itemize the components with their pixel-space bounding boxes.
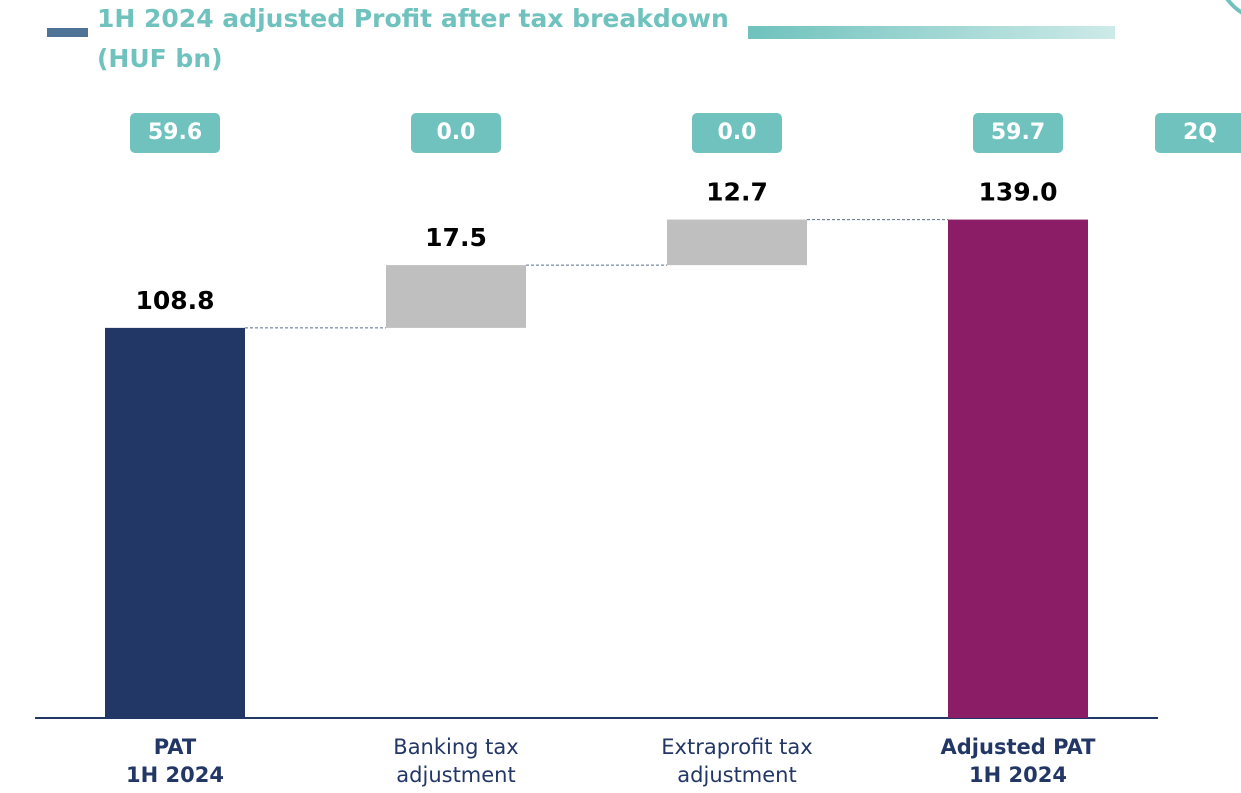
badge-label: 0.0: [718, 120, 757, 145]
badge: [692, 113, 782, 153]
corner-circle: [1225, 0, 1241, 15]
data-label: 108.8: [135, 286, 214, 315]
data-label: 17.5: [425, 223, 487, 252]
x-tick-label: 1H 2024: [969, 763, 1067, 787]
badge: [411, 113, 501, 153]
bar: [105, 327, 245, 718]
badge-label: 59.7: [991, 120, 1045, 145]
x-tick-label: adjustment: [677, 763, 796, 787]
data-label: 12.7: [706, 178, 768, 207]
badge: [130, 113, 220, 153]
header-bar: [748, 26, 1115, 39]
x-tick-label: Adjusted PAT: [941, 735, 1097, 759]
x-tick-label: PAT: [154, 735, 197, 759]
x-tick-label: Banking tax: [393, 735, 518, 759]
badge-header: 2Q: [1183, 120, 1217, 145]
chart-title: (HUF bn): [97, 44, 223, 73]
bar: [667, 219, 807, 266]
badge: [973, 113, 1063, 153]
title-marker: [47, 28, 88, 37]
bar: [386, 265, 526, 328]
data-label: 139.0: [978, 178, 1057, 207]
x-tick-label: 1H 2024: [126, 763, 224, 787]
badge-header-box: [1155, 113, 1241, 153]
chart-title: 1H 2024 adjusted Profit after tax breakd…: [97, 4, 729, 33]
badge-label: 59.6: [148, 120, 202, 145]
badge-label: 0.0: [437, 120, 476, 145]
x-tick-label: adjustment: [396, 763, 515, 787]
bar: [948, 219, 1088, 719]
x-tick-label: Extraprofit tax: [661, 735, 812, 759]
